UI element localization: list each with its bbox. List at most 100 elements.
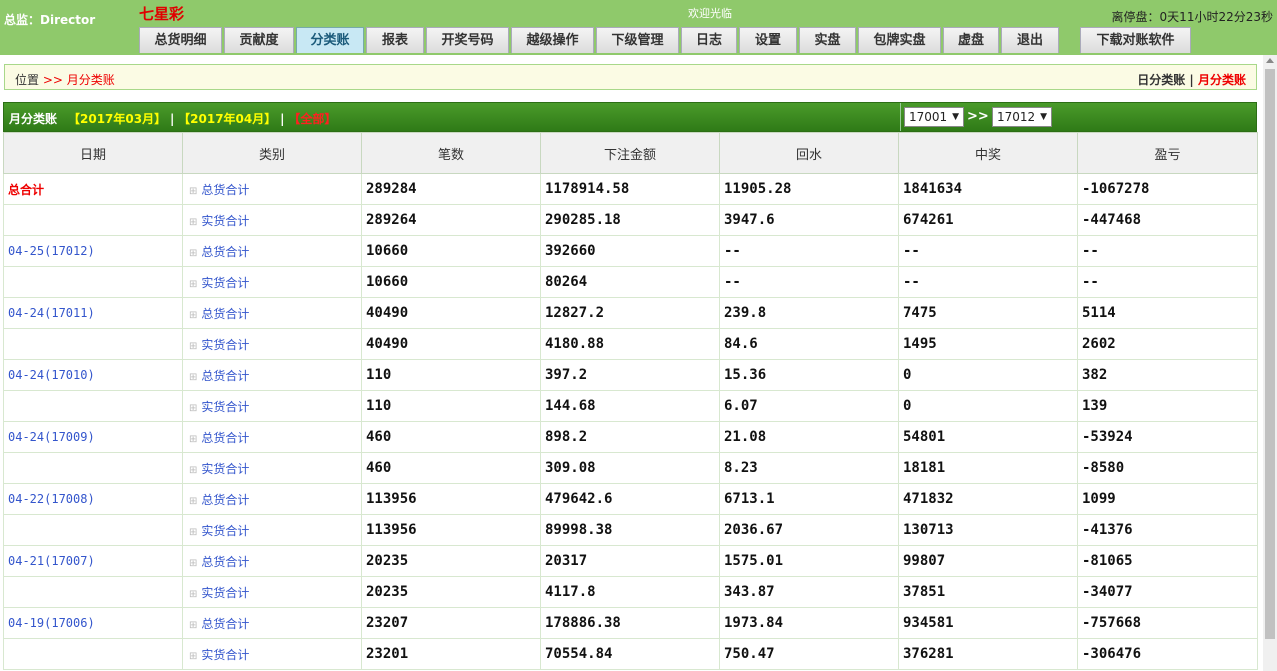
row-category[interactable]: ⊞ 实货合计 <box>182 576 362 608</box>
row-bet-amount: 70554.84 <box>540 638 720 670</box>
monthly-ledger-link[interactable]: 月分类账 <box>1197 73 1246 87</box>
row-winning: 0 <box>898 359 1078 391</box>
all-link[interactable]: 【全部】 <box>288 112 337 126</box>
row-category-label: 实货合计 <box>201 523 250 538</box>
tab-package-real-market[interactable]: 包牌实盘 <box>858 27 941 53</box>
row-category-label: 实货合计 <box>201 399 250 414</box>
row-category[interactable]: ⊞ 实货合计 <box>182 390 362 422</box>
row-bet-amount: 12827.2 <box>540 297 720 329</box>
row-date[interactable]: 04-21(17007) <box>3 545 183 577</box>
row-category[interactable]: ⊞ 总货合计 <box>182 421 362 453</box>
row-date[interactable]: 04-24(17010) <box>3 359 183 391</box>
expand-plus-icon[interactable]: ⊞ <box>189 216 198 228</box>
grand-total-label: 总合计 <box>3 173 183 205</box>
month-link-2017-04[interactable]: 【2017年04月】 <box>178 112 277 126</box>
tab-report[interactable]: 报表 <box>366 27 424 53</box>
row-rebate: 6.07 <box>719 390 899 422</box>
expand-plus-icon[interactable]: ⊞ <box>189 309 198 321</box>
row-rebate: 750.47 <box>719 638 899 670</box>
scroll-up-icon[interactable] <box>1266 58 1274 63</box>
row-category[interactable]: ⊞ 实货合计 <box>182 204 362 236</box>
row-date <box>3 204 183 236</box>
row-date[interactable]: 04-25(17012) <box>3 235 183 267</box>
column-header-count: 笔数 <box>361 132 541 174</box>
row-date <box>3 514 183 546</box>
row-winning: 54801 <box>898 421 1078 453</box>
row-category[interactable]: ⊞ 总货合计 <box>182 173 362 205</box>
breadcrumb-current: 月分类账 <box>66 73 115 87</box>
table-row: 04-24(17010) ⊞ 总货合计 110 397.2 15.36 0 382 <box>3 359 1258 391</box>
row-winning: 376281 <box>898 638 1078 670</box>
period-to-select[interactable]: 17012 ▼ <box>992 107 1052 127</box>
table-row: ⊞ 实货合计 23201 70554.84 750.47 376281 -306476 <box>3 638 1258 670</box>
expand-plus-icon[interactable]: ⊞ <box>189 185 198 197</box>
tab-download-software[interactable]: 下载对账软件 <box>1080 27 1191 53</box>
row-category[interactable]: ⊞ 总货合计 <box>182 607 362 639</box>
row-winning: 18181 <box>898 452 1078 484</box>
expand-plus-icon[interactable]: ⊞ <box>189 247 198 259</box>
row-category[interactable]: ⊞ 总货合计 <box>182 297 362 329</box>
expand-plus-icon[interactable]: ⊞ <box>189 526 198 538</box>
row-category[interactable]: ⊞ 实货合计 <box>182 452 362 484</box>
breadcrumb-location: 位置 <box>15 73 40 87</box>
daily-ledger-link[interactable]: 日分类账 <box>1137 73 1186 87</box>
expand-plus-icon[interactable]: ⊞ <box>189 464 198 476</box>
row-category[interactable]: ⊞ 总货合计 <box>182 235 362 267</box>
ledger-table: 日期 类别 笔数 下注金额 回水 中奖 盈亏 总合计 ⊞ 总货合计 289284 117… <box>3 132 1258 670</box>
row-profit-loss: 2602 <box>1077 328 1258 360</box>
row-category[interactable]: ⊞ 总货合计 <box>182 359 362 391</box>
expand-plus-icon[interactable]: ⊞ <box>189 402 198 414</box>
scrollbar-thumb[interactable] <box>1265 69 1275 639</box>
row-count: 289264 <box>361 204 541 236</box>
row-date[interactable]: 04-19(17006) <box>3 607 183 639</box>
row-bet-amount: 80264 <box>540 266 720 298</box>
tab-log[interactable]: 日志 <box>681 27 737 53</box>
expand-plus-icon[interactable]: ⊞ <box>189 340 198 352</box>
expand-plus-icon[interactable]: ⊞ <box>189 278 198 290</box>
row-date[interactable]: 04-22(17008) <box>3 483 183 515</box>
tab-summary-detail[interactable]: 总货明细 <box>139 27 222 53</box>
table-header-row: 日期 类别 笔数 下注金额 回水 中奖 盈亏 <box>3 132 1258 174</box>
expand-plus-icon[interactable]: ⊞ <box>189 650 198 662</box>
row-date[interactable]: 04-24(17009) <box>3 421 183 453</box>
tab-skip-level-ops[interactable]: 越级操作 <box>511 27 594 53</box>
vertical-scrollbar[interactable] <box>1263 55 1277 671</box>
tab-logout[interactable]: 退出 <box>1001 27 1059 53</box>
row-profit-loss: -- <box>1077 235 1258 267</box>
row-category-label: 总货合计 <box>201 430 250 445</box>
row-winning: 7475 <box>898 297 1078 329</box>
user-role: 总监：Director <box>4 13 96 27</box>
row-count: 113956 <box>361 483 541 515</box>
row-category-label: 实货合计 <box>201 275 250 290</box>
row-category-label: 总货合计 <box>201 368 250 383</box>
expand-plus-icon[interactable]: ⊞ <box>189 619 198 631</box>
month-link-2017-03[interactable]: 【2017年03月】 <box>68 112 167 126</box>
tab-draw-numbers[interactable]: 开奖号码 <box>426 27 509 53</box>
row-date <box>3 390 183 422</box>
row-category[interactable]: ⊞ 实货合计 <box>182 266 362 298</box>
row-category[interactable]: ⊞ 实货合计 <box>182 514 362 546</box>
expand-plus-icon[interactable]: ⊞ <box>189 557 198 569</box>
row-winning: 37851 <box>898 576 1078 608</box>
expand-plus-icon[interactable]: ⊞ <box>189 433 198 445</box>
row-date[interactable]: 04-24(17011) <box>3 297 183 329</box>
table-row: ⊞ 实货合计 40490 4180.88 84.6 1495 2602 <box>3 328 1258 360</box>
row-category[interactable]: ⊞ 实货合计 <box>182 328 362 360</box>
row-category[interactable]: ⊞ 总货合计 <box>182 545 362 577</box>
expand-plus-icon[interactable]: ⊞ <box>189 371 198 383</box>
table-row: 总合计 ⊞ 总货合计 289284 1178914.58 11905.28 1841634-… <box>3 173 1258 205</box>
period-from-select[interactable]: 17001 ▼ <box>904 107 964 127</box>
tab-sub-management[interactable]: 下级管理 <box>596 27 679 53</box>
table-row: ⊞ 实货合计 20235 4117.8 343.87 37851 -34077 <box>3 576 1258 608</box>
row-winning: 471832 <box>898 483 1078 515</box>
row-category[interactable]: ⊞ 实货合计 <box>182 638 362 670</box>
expand-plus-icon[interactable]: ⊞ <box>189 495 198 507</box>
tab-virtual-market[interactable]: 虚盘 <box>943 27 999 53</box>
expand-plus-icon[interactable]: ⊞ <box>189 588 198 600</box>
row-count: 40490 <box>361 328 541 360</box>
tab-real-market[interactable]: 实盘 <box>799 27 856 53</box>
row-category[interactable]: ⊞ 总货合计 <box>182 483 362 515</box>
tab-settings[interactable]: 设置 <box>739 27 797 53</box>
tab-ledger[interactable]: 分类账 <box>296 27 364 53</box>
tab-contribution[interactable]: 贡献度 <box>224 27 294 53</box>
